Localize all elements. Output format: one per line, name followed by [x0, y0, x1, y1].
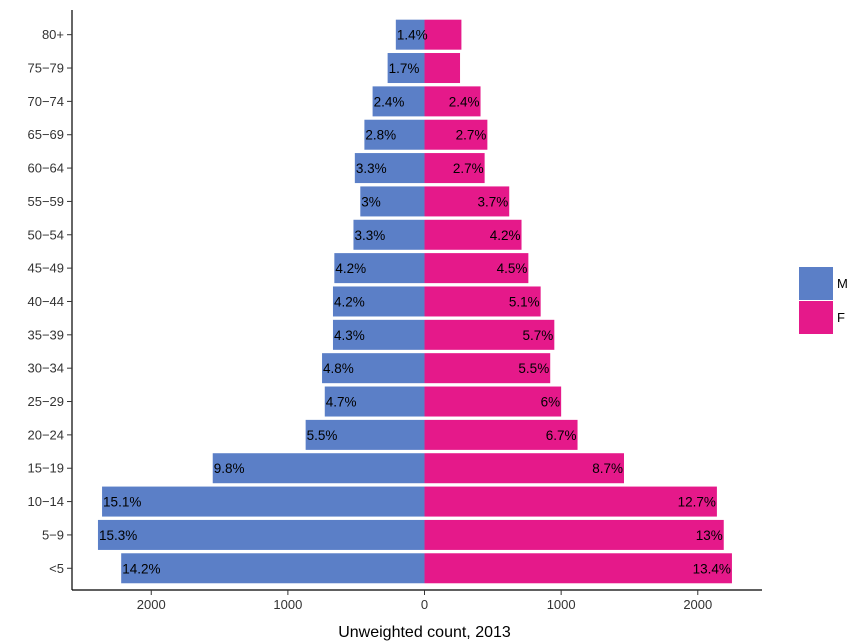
- bar-label-f-4: 6.7%: [546, 428, 577, 443]
- bar-label-f-0: 13.4%: [693, 561, 731, 576]
- bar-f-12: [424, 153, 485, 184]
- y-tick-label-3: 15−19: [27, 461, 64, 476]
- bar-m-7: [332, 319, 425, 350]
- bar-label-f-11: 3.7%: [477, 194, 508, 209]
- bar-f-7: [424, 319, 555, 350]
- bar-label-f-3: 8.7%: [592, 461, 623, 476]
- bar-label-f-1: 13%: [696, 528, 723, 543]
- bar-m-9: [334, 253, 425, 284]
- bar-m-1: [97, 519, 425, 550]
- y-ticks-layer: <5 5−9 10−14 15−19 20−24 25−29 30−34 35−39 40−44…: [27, 27, 72, 576]
- bar-label-f-8: 5.1%: [509, 294, 540, 309]
- bar-m-2: [102, 486, 425, 517]
- bar-label-m-5: 4.7%: [326, 395, 357, 410]
- bar-label-m-8: 4.2%: [334, 294, 365, 309]
- bar-label-m-1: 15.3%: [99, 528, 137, 543]
- x-tick-label-3: 1000: [547, 597, 576, 612]
- bar-f-2: [424, 486, 717, 517]
- bar-label-m-9: 4.2%: [335, 261, 366, 276]
- bar-m-15: [387, 53, 425, 84]
- bar-label-f-13: 2.7%: [456, 128, 487, 143]
- bar-label-m-4: 5.5%: [307, 428, 338, 443]
- bar-label-m-15: 1.7%: [389, 61, 420, 76]
- bar-m-3: [212, 453, 425, 484]
- y-tick-label-0: <5: [49, 561, 64, 576]
- bar-m-10: [353, 219, 425, 250]
- y-tick-label-9: 45−49: [27, 261, 64, 276]
- bar-f-0: [424, 553, 732, 584]
- y-tick-label-1: 5−9: [42, 527, 64, 542]
- y-tick-label-8: 40−44: [27, 294, 64, 309]
- x-ticks-layer: 2000 1000 0 1000 2000: [137, 590, 712, 612]
- bar-label-m-11: 3%: [361, 194, 381, 209]
- legend-label-f: F: [837, 310, 845, 325]
- y-tick-label-11: 55−59: [27, 194, 64, 209]
- bar-label-f-9: 4.5%: [497, 261, 528, 276]
- bar-f-13: [424, 119, 488, 150]
- bar-f-1: [424, 519, 724, 550]
- bar-f-9: [424, 253, 529, 284]
- bar-m-12: [354, 153, 425, 184]
- x-tick-label-2: 0: [421, 597, 428, 612]
- bar-label-m-2: 15.1%: [103, 495, 141, 510]
- legend-key-m: [799, 267, 833, 300]
- bar-f-8: [424, 286, 541, 317]
- bar-label-f-2: 12.7%: [678, 495, 716, 510]
- y-tick-label-4: 20−24: [27, 427, 64, 442]
- bar-m-16: [395, 19, 425, 50]
- bar-m-6: [322, 353, 425, 384]
- bar-f-16: [424, 19, 462, 50]
- bar-label-m-10: 3.3%: [354, 228, 385, 243]
- y-tick-label-6: 30−34: [27, 361, 64, 376]
- y-tick-label-13: 65−69: [27, 127, 64, 142]
- bar-label-m-14: 2.4%: [374, 94, 405, 109]
- bar-label-m-13: 2.8%: [365, 128, 396, 143]
- bar-label-f-14: 2.4%: [449, 94, 480, 109]
- legend: MF: [799, 267, 848, 334]
- bar-f-11: [424, 186, 510, 217]
- bar-m-5: [324, 386, 425, 417]
- y-tick-label-12: 60−64: [27, 161, 64, 176]
- bar-label-f-6: 5.5%: [518, 361, 549, 376]
- bar-label-m-12: 3.3%: [356, 161, 387, 176]
- bar-label-f-10: 4.2%: [490, 228, 521, 243]
- x-tick-label-1: 1000: [273, 597, 302, 612]
- y-tick-label-16: 80+: [42, 27, 64, 42]
- bar-f-14: [424, 86, 481, 117]
- bar-label-m-16: 1.4%: [397, 28, 428, 43]
- bar-label-m-3: 9.8%: [214, 461, 245, 476]
- bar-f-5: [424, 386, 562, 417]
- y-tick-label-10: 50−54: [27, 227, 64, 242]
- x-axis-title: Unweighted count, 2013: [338, 624, 511, 641]
- bar-m-8: [332, 286, 425, 317]
- y-tick-label-2: 10−14: [27, 494, 64, 509]
- y-tick-label-15: 75−79: [27, 61, 64, 76]
- bar-m-0: [121, 553, 425, 584]
- y-tick-label-5: 25−29: [27, 394, 64, 409]
- bar-label-m-0: 14.2%: [122, 561, 160, 576]
- bars-layer: [97, 19, 732, 584]
- legend-key-f: [799, 301, 833, 334]
- bar-labels-layer: 14.2% 13.4% 15.3% 13% 15.1% 12.7% 9.8% 8.7% 5.5%…: [99, 28, 731, 577]
- legend-label-m: M: [837, 276, 848, 291]
- y-tick-label-7: 35−39: [27, 327, 64, 342]
- bar-f-10: [424, 219, 522, 250]
- bar-label-f-5: 6%: [541, 395, 561, 410]
- bar-f-4: [424, 419, 578, 450]
- bar-f-3: [424, 453, 624, 484]
- bar-m-13: [364, 119, 425, 150]
- y-tick-label-14: 70−74: [27, 94, 64, 109]
- bar-f-15: [424, 53, 461, 84]
- bar-f-6: [424, 353, 551, 384]
- x-tick-label-4: 2000: [683, 597, 712, 612]
- bar-label-f-7: 5.7%: [523, 328, 554, 343]
- bar-label-m-6: 4.8%: [323, 361, 354, 376]
- bar-m-11: [360, 186, 425, 217]
- x-tick-label-0: 2000: [137, 597, 166, 612]
- bar-m-4: [305, 419, 425, 450]
- bar-m-14: [372, 86, 425, 117]
- bar-label-m-7: 4.3%: [334, 328, 365, 343]
- bar-label-f-12: 2.7%: [453, 161, 484, 176]
